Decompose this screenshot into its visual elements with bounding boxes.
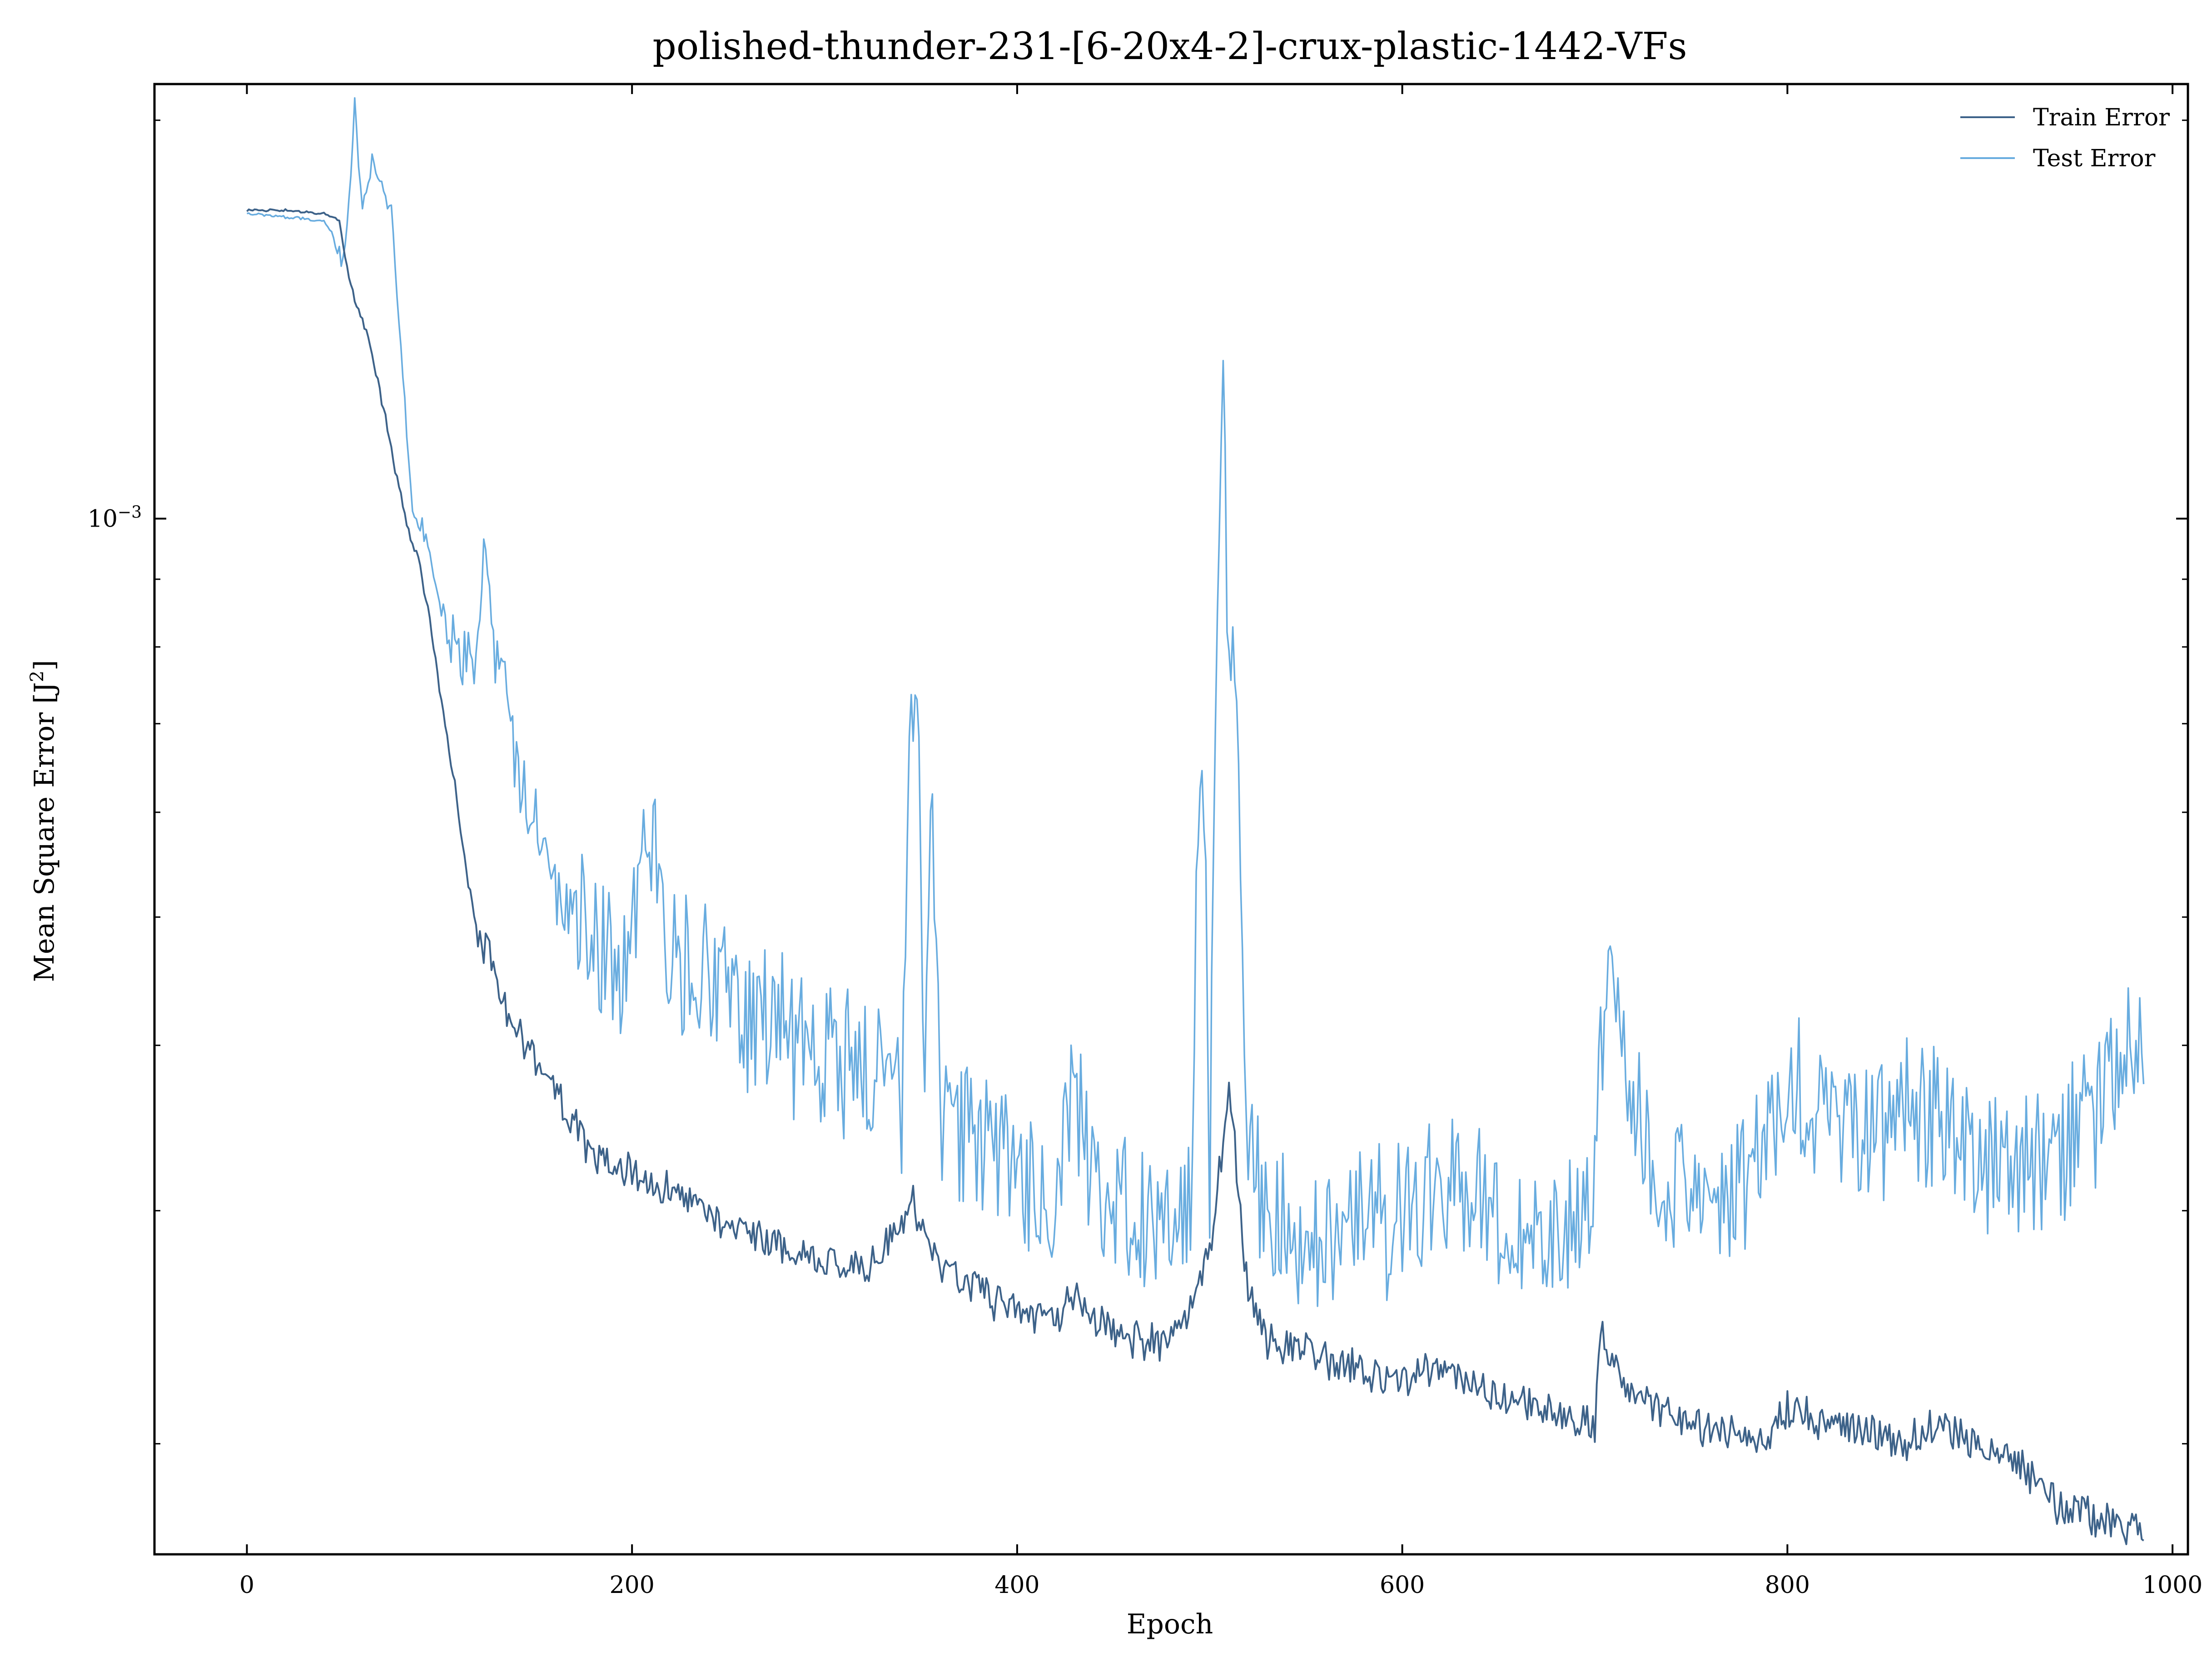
x-axis-label: Epoch	[1127, 1608, 1213, 1640]
chart-title: polished-thunder-231-[6-20x4-2]-crux-pla…	[652, 25, 1687, 68]
legend-label-test-error: Test Error	[2033, 145, 2156, 172]
legend: Train Error Test Error	[1960, 104, 2170, 172]
series-line-test-error	[247, 97, 2145, 1307]
y-axis-label: Mean Square Error [J2]	[27, 660, 60, 982]
x-axis: 0 200 400 600 800 1000	[239, 84, 2202, 1599]
x-tick-label: 0	[239, 1572, 254, 1599]
x-tick-label: 800	[1765, 1572, 1810, 1599]
series-group	[246, 97, 2145, 1545]
x-tick-label: 400	[994, 1572, 1039, 1599]
y-tick-label: 10−3	[88, 503, 142, 533]
y-axis-label-text: Mean Square Error [J	[29, 682, 60, 982]
y-axis-label-close: ]	[29, 660, 60, 671]
legend-label-train-error: Train Error	[2033, 104, 2170, 131]
x-tick-label: 200	[610, 1572, 655, 1599]
plot-frame	[153, 83, 2189, 1556]
x-tick-label: 600	[1380, 1572, 1425, 1599]
y-axis-label-sup: 2	[27, 671, 48, 682]
series-line-train-error	[246, 208, 2144, 1545]
x-tick-label: 1000	[2142, 1572, 2202, 1599]
y-axis: 10−3	[88, 119, 2188, 1445]
